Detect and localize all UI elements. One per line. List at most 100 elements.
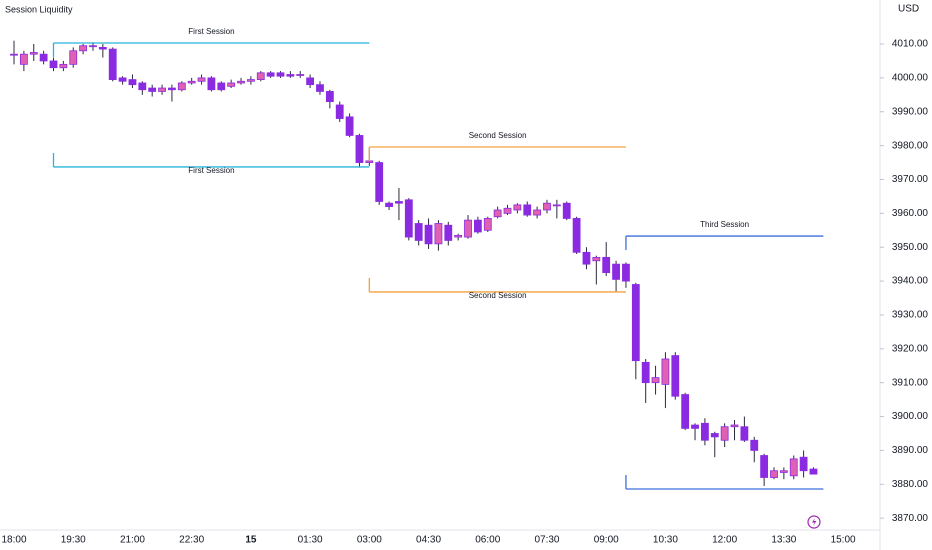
y-tick-label: 3870.00	[892, 513, 929, 524]
candle-body	[29, 52, 38, 55]
candle-body	[286, 74, 295, 77]
y-tick-label: 3900.00	[892, 411, 929, 422]
x-tick-label: 19:30	[61, 535, 86, 546]
candle-body	[434, 223, 443, 245]
candle-body	[552, 204, 561, 207]
candle-body	[365, 160, 374, 163]
candle-body	[799, 456, 808, 472]
candle-body	[681, 394, 690, 429]
candle-body	[395, 201, 403, 204]
candle-body	[385, 202, 393, 207]
session-label: Second Session	[469, 291, 527, 300]
candle-body	[19, 53, 28, 65]
candle-body	[454, 234, 463, 238]
candle-body	[651, 377, 660, 384]
candle-body	[158, 87, 166, 92]
session-label: First Session	[188, 27, 234, 36]
candle-body	[503, 207, 512, 214]
candle-body	[483, 218, 492, 231]
candle-body	[197, 77, 206, 82]
x-tick-label: 03:00	[357, 535, 382, 546]
x-tick-label: 18:00	[1, 535, 26, 546]
x-tick-label: 22:30	[179, 535, 204, 546]
candle-body	[760, 455, 769, 478]
candle-body	[79, 45, 88, 52]
candle-body	[740, 426, 749, 441]
candle-body	[345, 116, 354, 136]
x-tick-label: 04:30	[416, 535, 441, 546]
candle-body	[582, 251, 591, 265]
candle-body	[375, 162, 384, 202]
candle-body	[424, 224, 433, 245]
candle-body	[612, 263, 620, 280]
y-tick-label: 3880.00	[892, 479, 929, 490]
candle-body	[750, 439, 759, 451]
candle-body	[39, 53, 48, 62]
candle-body	[730, 424, 739, 428]
candle-body	[355, 135, 364, 163]
candle-body	[108, 48, 117, 80]
candle-body	[187, 80, 196, 84]
x-tick-label: 06:00	[475, 535, 500, 546]
candle-body	[661, 358, 670, 385]
x-tick-label: 15:00	[831, 535, 856, 546]
candle-body	[493, 209, 502, 218]
candle-body	[789, 458, 798, 477]
x-tick-label: 15	[245, 535, 257, 546]
y-tick-label: 3930.00	[892, 310, 929, 321]
x-tick-label: 07:30	[534, 535, 559, 546]
candle-body	[227, 82, 236, 87]
candle-body	[474, 219, 482, 233]
x-tick-label: 21:00	[120, 535, 145, 546]
candle-body	[602, 256, 611, 274]
candle-body	[809, 468, 818, 475]
candle-body	[98, 47, 107, 50]
candle-body	[246, 79, 255, 82]
y-tick-label: 3920.00	[892, 343, 929, 354]
candle-body	[533, 209, 542, 216]
candle-body	[671, 355, 680, 397]
candle-body	[444, 224, 453, 241]
y-tick-label: 3910.00	[892, 377, 929, 388]
y-tick-label: 3960.00	[892, 208, 929, 219]
session-label: First Session	[188, 166, 234, 175]
candle-body	[523, 204, 532, 216]
x-tick-label: 12:00	[712, 535, 737, 546]
candle-body	[10, 53, 18, 56]
candle-body	[404, 199, 413, 238]
y-tick-label: 4000.00	[892, 73, 929, 84]
candle-body	[49, 60, 58, 69]
candle-body	[414, 223, 423, 241]
candle-body	[128, 79, 137, 86]
candle-body	[177, 82, 186, 91]
candle-body	[720, 426, 729, 441]
alert-icon-bolt[interactable]	[812, 518, 817, 526]
candle-body	[266, 72, 275, 77]
candle-body	[89, 45, 97, 48]
alert-icon[interactable]	[807, 515, 821, 529]
candle-body	[69, 50, 78, 65]
candle-body	[237, 80, 245, 84]
candle-body	[138, 82, 147, 91]
candle-body	[59, 63, 68, 69]
candle-body	[276, 72, 285, 77]
candle-body	[217, 82, 226, 91]
y-tick-label: 4010.00	[892, 39, 929, 50]
candle-body	[335, 104, 344, 119]
candle-body	[464, 219, 472, 238]
candle-body	[118, 77, 127, 82]
y-tick-label: 3970.00	[892, 174, 929, 185]
session-label: Second Session	[469, 131, 527, 140]
candle-body	[562, 202, 571, 219]
candle-body	[622, 263, 630, 282]
candle-body	[572, 218, 581, 253]
candle-body	[148, 87, 157, 92]
candle-body	[316, 84, 324, 92]
candle-body	[256, 72, 265, 80]
x-tick-label: 13:30	[771, 535, 796, 546]
candle-body	[701, 422, 709, 441]
candle-body	[325, 91, 334, 102]
candle-body	[207, 77, 216, 91]
